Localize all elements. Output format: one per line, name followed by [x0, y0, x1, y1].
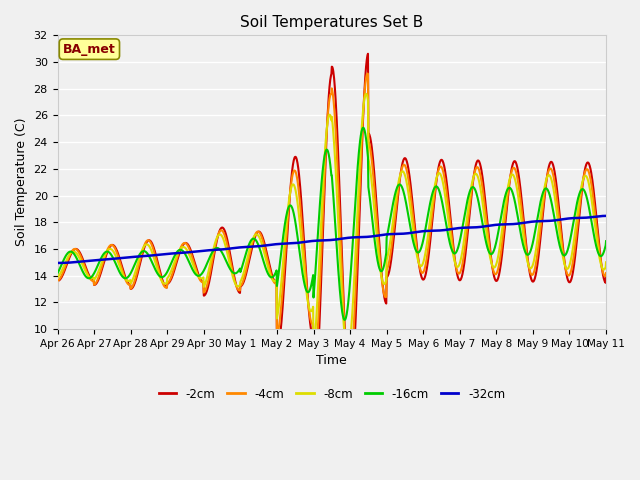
- Title: Soil Temperatures Set B: Soil Temperatures Set B: [240, 15, 424, 30]
- X-axis label: Time: Time: [316, 354, 347, 367]
- Legend: -2cm, -4cm, -8cm, -16cm, -32cm: -2cm, -4cm, -8cm, -16cm, -32cm: [154, 383, 510, 405]
- Text: BA_met: BA_met: [63, 43, 116, 56]
- Y-axis label: Soil Temperature (C): Soil Temperature (C): [15, 118, 28, 246]
